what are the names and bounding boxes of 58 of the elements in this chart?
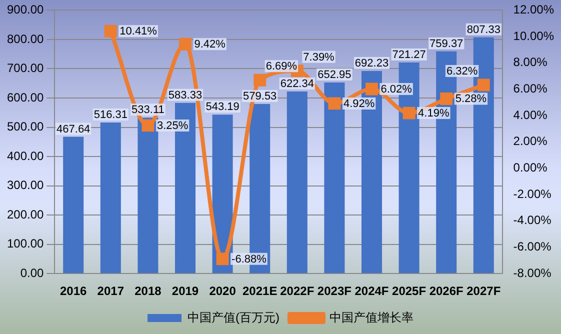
y2-tick-label: 4.00% xyxy=(513,108,548,122)
y2-tick-label: -8.00% xyxy=(513,266,552,280)
data-label: 622.34 xyxy=(280,78,314,90)
legend-label: 中国产值增长率 xyxy=(329,310,414,324)
y-tick-label: 0.00 xyxy=(20,266,44,280)
data-label: 721.27 xyxy=(392,49,426,62)
x-tick-label: 2020 xyxy=(209,284,236,298)
data-label: 5.28% xyxy=(455,93,487,106)
y2-tick-label: 12.00% xyxy=(513,2,554,17)
y2-tick-label: -6.00% xyxy=(513,240,552,254)
data-label: 6.02% xyxy=(380,83,412,96)
y2-tick-label: 8.00% xyxy=(513,55,548,70)
y2-tick-label: -2.00% xyxy=(513,186,552,201)
data-label: 516.31 xyxy=(94,109,128,122)
x-tick-label: 2016 xyxy=(60,284,88,298)
x-tick-label: 2019 xyxy=(172,284,199,298)
x-tick-label: 2022F xyxy=(280,284,314,298)
y2-tick-label: 2.00% xyxy=(513,134,548,148)
x-tick-label: 2025F xyxy=(392,284,426,298)
y-tick-label: 800.00 xyxy=(7,32,44,46)
y2-tick-label: 0.00% xyxy=(513,160,548,175)
data-label: 692.23 xyxy=(354,58,389,70)
y-tick-label: 600.00 xyxy=(7,90,44,104)
legend-label: 中国产值(百万元) xyxy=(188,310,280,324)
data-label: 467.64 xyxy=(56,123,90,136)
x-tick-label: 2021E xyxy=(242,284,278,298)
data-label: 583.33 xyxy=(168,89,202,102)
x-tick-label: 2026F xyxy=(429,284,464,298)
y-tick-label: 400.00 xyxy=(7,148,44,163)
data-label: 10.41% xyxy=(120,26,158,38)
x-tick-label: 2023F xyxy=(317,284,352,298)
y-tick-label: 500.00 xyxy=(7,120,44,134)
data-label: 7.39% xyxy=(303,51,335,64)
data-label: 6.69% xyxy=(266,60,298,73)
x-tick-label: 2017 xyxy=(97,284,124,298)
data-label: 4.92% xyxy=(343,98,375,110)
data-label: 6.32% xyxy=(446,66,478,78)
data-label: 533.11 xyxy=(132,104,164,116)
data-label: 9.42% xyxy=(194,38,226,51)
y-tick-label: 300.00 xyxy=(7,178,44,192)
y-tick-label: 900.00 xyxy=(7,2,44,17)
x-tick-label: 2024F xyxy=(354,284,389,298)
y-tick-label: 700.00 xyxy=(7,61,44,76)
data-label: 4.19% xyxy=(418,108,450,120)
y2-tick-label: -4.00% xyxy=(513,213,552,228)
y-tick-label: 200.00 xyxy=(7,207,44,222)
data-label: -6.88% xyxy=(232,253,267,266)
data-label: 3.25% xyxy=(156,120,188,132)
x-tick-label: 2027F xyxy=(466,284,501,298)
y-tick-label: 100.00 xyxy=(7,236,44,251)
y2-tick-label: 10.00% xyxy=(513,28,554,43)
data-label: 579.53 xyxy=(243,90,277,103)
data-label: 807.33 xyxy=(466,24,500,36)
data-label: 759.37 xyxy=(430,38,464,50)
x-tick-label: 2018 xyxy=(134,284,162,298)
y2-tick-label: 6.00% xyxy=(513,82,548,96)
data-label: 652.95 xyxy=(318,69,352,82)
data-label: 543.19 xyxy=(206,101,240,114)
